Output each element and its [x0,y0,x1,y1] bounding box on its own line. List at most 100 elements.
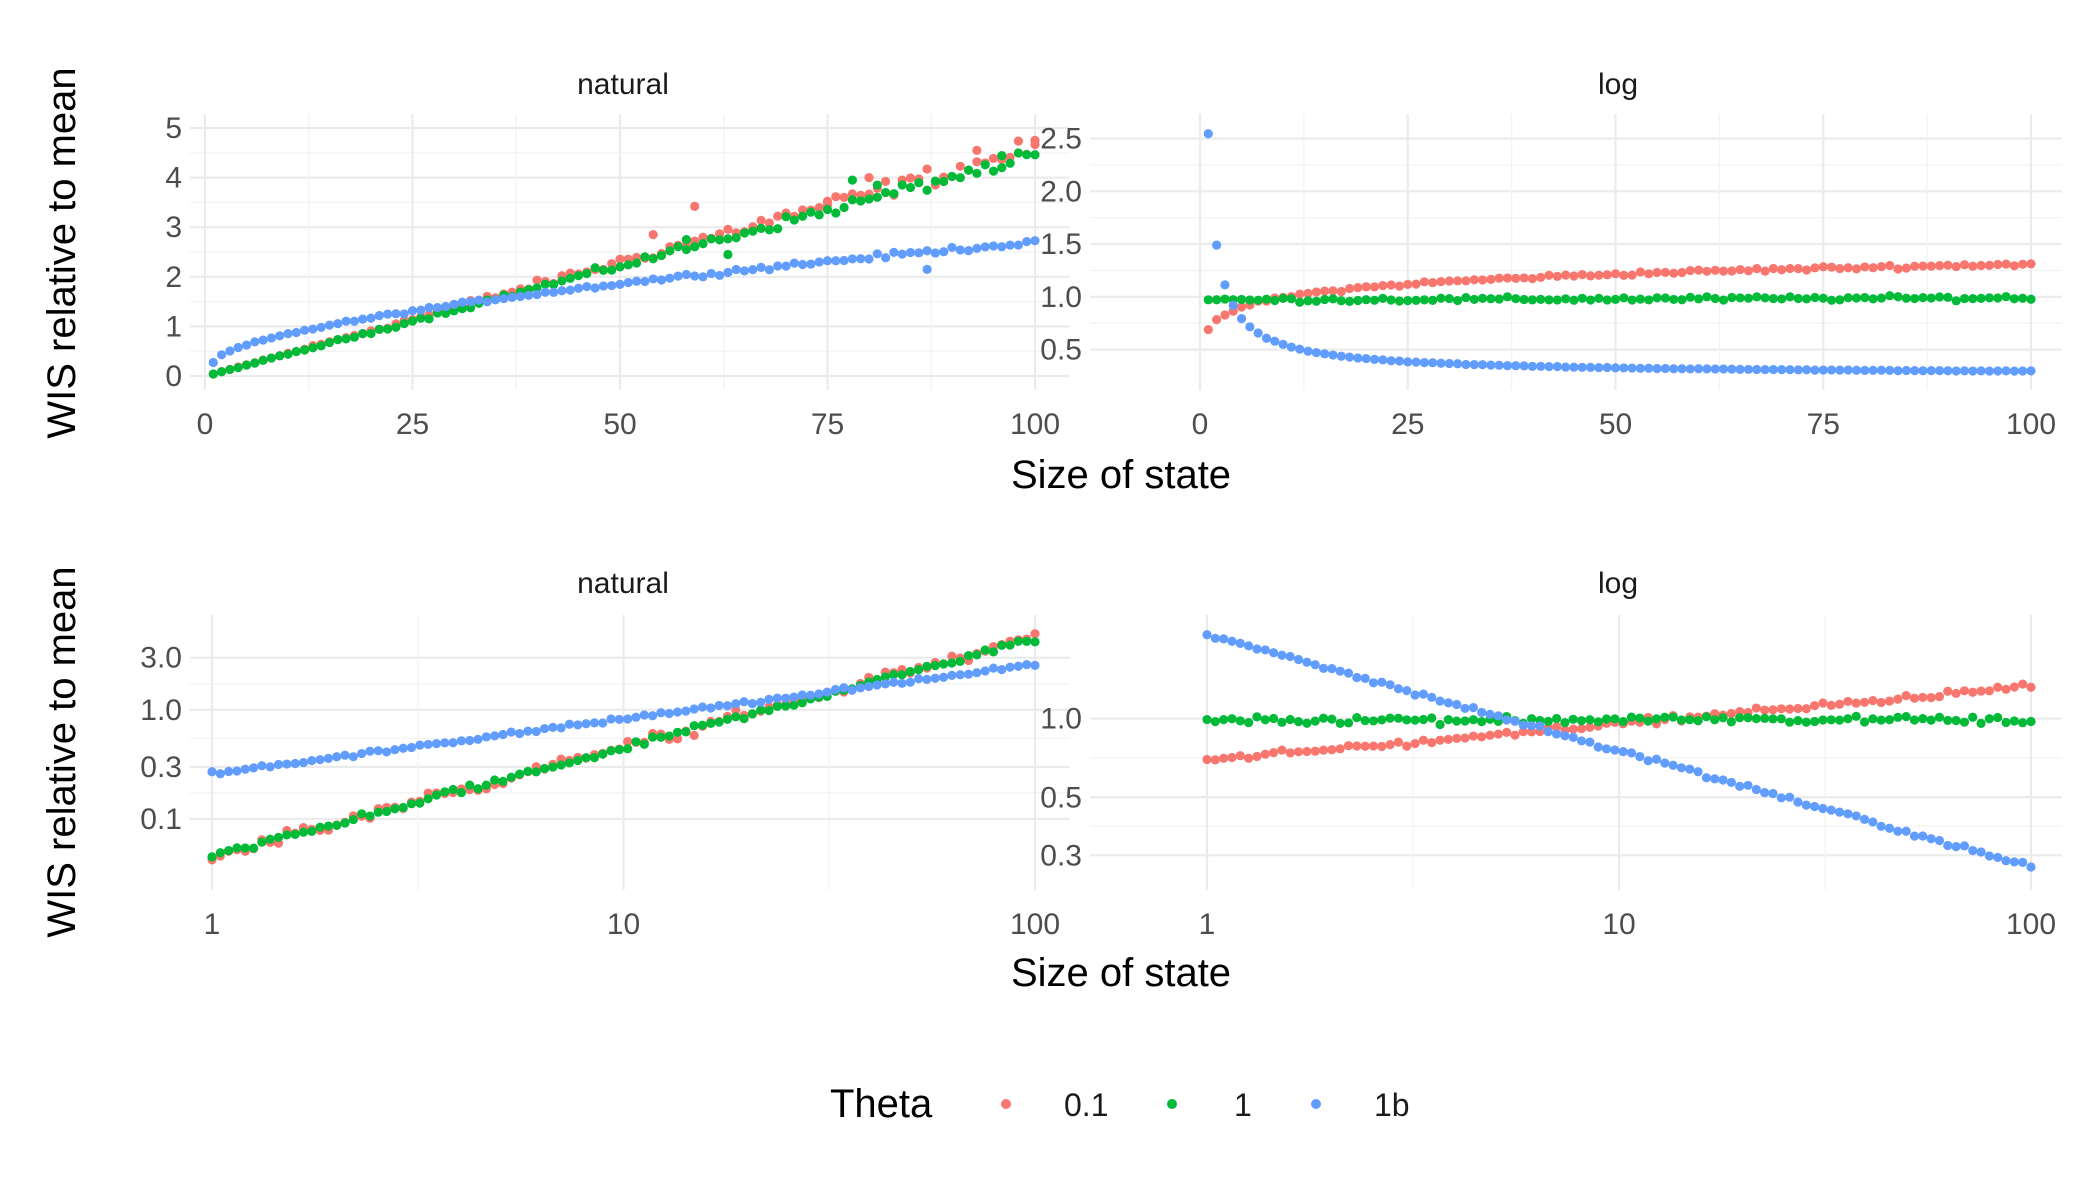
data-point [880,672,890,682]
data-point [598,718,608,728]
y-tick-label: 1.0 [140,694,182,727]
data-point [1818,803,1828,814]
data-point [723,224,733,234]
data-point [1727,292,1737,303]
data-point [1436,277,1446,287]
data-point [756,697,766,707]
data-point [1402,715,1412,725]
data-point [2026,366,2036,376]
data-point [1411,295,1421,305]
data-point [366,328,376,339]
data-point [639,710,649,720]
data-point [332,752,342,762]
data-point [1460,733,1470,743]
data-point [1934,261,1945,271]
data-point [905,677,915,687]
data-point [208,357,218,368]
data-point [822,256,833,266]
data-point [639,739,649,749]
data-point [1585,737,1595,747]
data-point [1951,688,1961,698]
data-point [897,670,907,680]
y-tick-label: 3 [165,211,182,244]
data-point [399,309,409,319]
data-point [440,738,450,748]
data-point [681,727,691,737]
data-point [1643,716,1653,726]
data-point [2018,293,2028,303]
y-axis-label-row-1: WIS relative to mean [40,67,84,438]
data-point [282,759,292,769]
data-point [1669,268,1679,278]
data-point [340,818,350,828]
data-point [1303,296,1313,306]
data-point [623,277,633,288]
data-point [1951,261,1961,272]
data-point [1909,831,1920,841]
data-point [1993,293,2003,303]
data-point [473,734,483,744]
data-point [1569,295,1579,305]
data-point [690,242,700,252]
data-point [1202,754,1212,765]
data-point [606,746,616,756]
data-point [1801,704,1811,714]
data-point [988,663,999,673]
data-point [1884,715,1895,725]
data-point [1410,690,1420,700]
data-point [258,355,268,365]
data-point [881,176,891,187]
data-point [1268,648,1279,658]
data-point [1394,356,1405,366]
data-point [456,788,466,798]
data-point [1443,715,1453,725]
data-point [1435,719,1445,730]
data-point [747,698,757,709]
data-point [805,690,816,700]
data-point [1368,716,1379,726]
data-point [449,306,459,316]
data-point [1802,265,1812,275]
legend-label-0.1: 0.1 [1064,1087,1108,1123]
data-point [1610,745,1620,755]
data-point [1752,264,1762,274]
data-point [1760,266,1770,276]
data-point [789,215,799,225]
data-point [1876,715,1886,725]
data-point [232,766,242,776]
legend-title: Theta [830,1082,933,1126]
data-point [1934,712,1945,722]
data-point [275,351,285,361]
data-point [358,314,368,324]
data-point [1486,360,1496,370]
data-point [1868,817,1878,827]
data-point [1826,295,1837,305]
data-point [1030,629,1040,639]
data-point [423,794,433,804]
data-point [373,746,383,756]
data-point [1343,741,1354,751]
data-point [556,760,566,770]
data-point [1486,274,1496,284]
data-point [1327,664,1337,674]
data-point [2026,259,2036,269]
data-point [864,173,874,183]
data-point [241,360,252,370]
data-point [273,759,284,770]
data-point [573,283,584,293]
data-point [1768,263,1778,274]
data-point [1369,295,1380,305]
data-point [240,843,250,853]
data-point [1610,294,1621,304]
data-point [689,721,699,731]
data-point [1693,716,1703,726]
data-point [1544,361,1554,372]
data-point [1328,350,1338,360]
data-point [1261,294,1272,304]
data-point [1494,360,1504,370]
data-point [672,727,683,737]
data-point [1593,742,1603,752]
data-point [1893,292,1903,302]
data-point [407,316,418,326]
data-point [1335,718,1345,728]
